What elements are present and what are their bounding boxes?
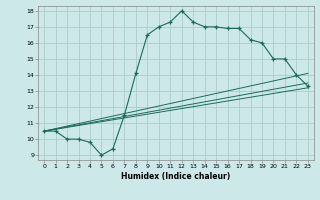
X-axis label: Humidex (Indice chaleur): Humidex (Indice chaleur) xyxy=(121,172,231,181)
